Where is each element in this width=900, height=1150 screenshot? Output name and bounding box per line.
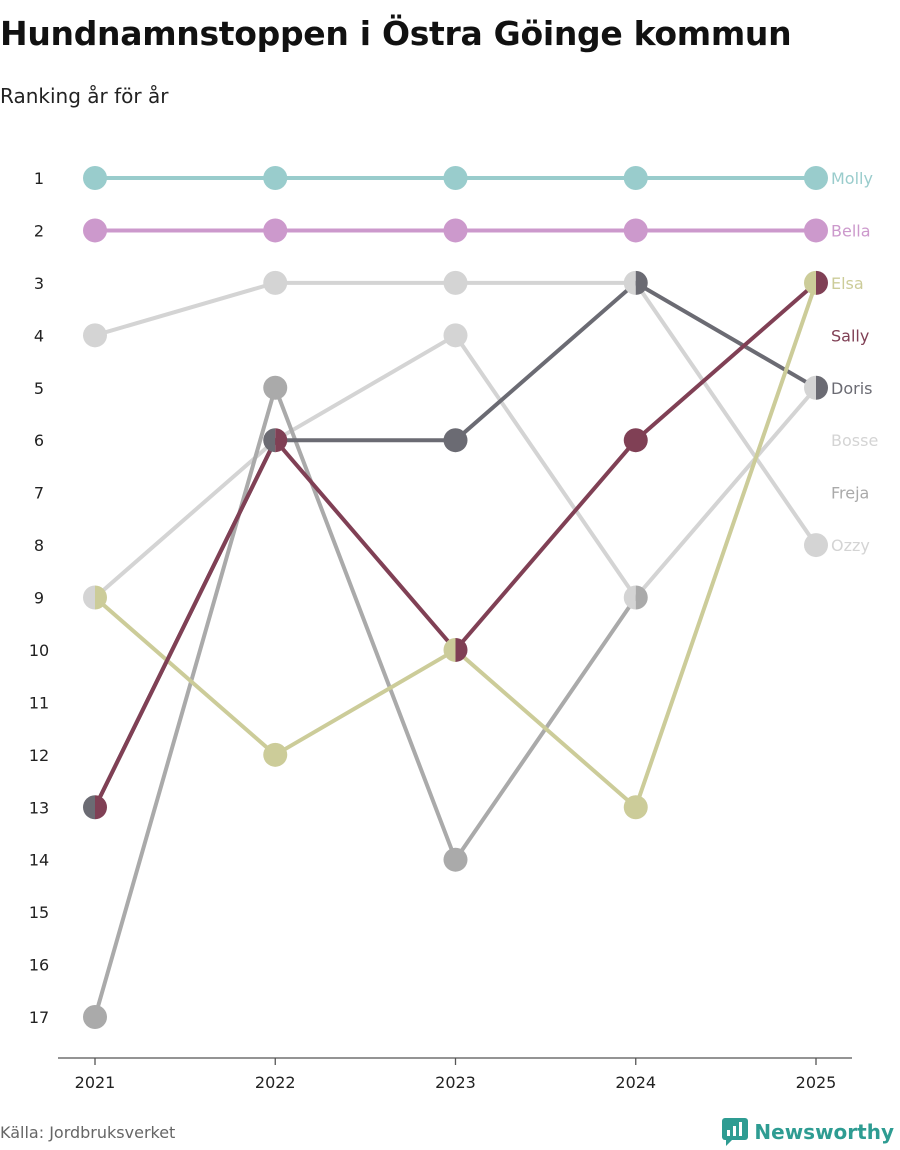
point-sally-2022	[275, 428, 288, 453]
point-ozzy-2022	[263, 270, 288, 295]
point-ozzy-2025	[804, 533, 828, 558]
x-tick-label-2022: 2022	[255, 1073, 296, 1092]
series-line-doris	[93, 280, 818, 810]
x-tick-label-2021: 2021	[75, 1073, 116, 1092]
y-tick-label-11: 11	[29, 693, 49, 712]
point-ozzy-2023	[443, 270, 468, 295]
y-tick-label-10: 10	[29, 641, 49, 660]
chart-subtitle: Ranking år för år	[0, 84, 169, 108]
point-freja-2021	[83, 1005, 107, 1029]
y-tick-label-1: 1	[34, 169, 44, 188]
newsworthy-logo-icon	[722, 1118, 749, 1146]
y-tick-label-7: 7	[34, 484, 44, 503]
y-tick-label-4: 4	[34, 326, 44, 345]
point-doris-2024	[635, 270, 648, 295]
point-bella-2023	[443, 218, 468, 243]
point-bella-2022	[263, 218, 288, 243]
point-ozzy-2024	[623, 270, 636, 295]
series-label-bosse: Bosse	[831, 431, 878, 450]
series-label-sally: Sally	[831, 326, 869, 345]
newsworthy-logo: Newsworthy	[722, 1118, 894, 1146]
point-molly-2022	[263, 166, 288, 190]
point-bella-2025	[804, 218, 828, 243]
series-line-sally	[93, 280, 818, 810]
point-bella-2024	[623, 218, 648, 243]
point-freja-2023	[443, 847, 468, 872]
point-bosse-2024	[623, 585, 636, 610]
point-elsa-2022	[263, 742, 288, 767]
series-points	[83, 166, 828, 1029]
point-molly-2021	[83, 166, 107, 190]
y-tick-label-13: 13	[29, 798, 49, 817]
series-label-molly: Molly	[831, 169, 873, 188]
series-label-ozzy: Ozzy	[831, 536, 870, 555]
newsworthy-logo-text: Newsworthy	[754, 1120, 894, 1144]
point-molly-2024	[623, 166, 648, 190]
y-tick-label-8: 8	[34, 536, 44, 555]
point-bosse-2023	[443, 323, 468, 348]
point-sally-2025	[816, 270, 828, 295]
series-label-freja: Freja	[831, 484, 869, 503]
point-molly-2025	[804, 166, 828, 190]
series-label-doris: Doris	[831, 379, 872, 398]
y-tick-label-6: 6	[34, 431, 44, 450]
point-sally-2023	[455, 637, 468, 662]
series-label-elsa: Elsa	[831, 274, 864, 293]
x-tick-label-2023: 2023	[435, 1073, 476, 1092]
x-tick-label-2024: 2024	[615, 1073, 656, 1092]
point-doris-2025	[816, 375, 828, 400]
point-freja-2022	[263, 375, 288, 400]
point-elsa-2021	[95, 585, 107, 610]
y-tick-label-16: 16	[29, 956, 49, 975]
y-tick-label-5: 5	[34, 379, 44, 398]
point-ozzy-2021	[83, 323, 107, 348]
point-elsa-2023	[443, 637, 456, 662]
point-doris-2021	[83, 795, 95, 820]
series-line-elsa	[93, 280, 818, 810]
point-bosse-2025	[804, 375, 816, 400]
point-bella-2021	[83, 218, 107, 243]
source-note: Källa: Jordbruksverket	[0, 1123, 176, 1142]
point-sally-2024	[623, 428, 648, 453]
y-tick-label-9: 9	[34, 589, 44, 608]
chart-title: Hundnamnstoppen i Östra Göinge kommun	[0, 14, 792, 53]
point-doris-2023	[443, 428, 468, 453]
point-sally-2021	[95, 795, 107, 820]
y-tick-label-15: 15	[29, 903, 49, 922]
y-tick-label-3: 3	[34, 274, 44, 293]
y-tick-label-2: 2	[34, 221, 44, 240]
point-doris-2022	[263, 428, 276, 453]
series-lines	[93, 176, 818, 1019]
point-elsa-2025	[804, 270, 816, 295]
y-tick-label-17: 17	[29, 1008, 49, 1027]
x-tick-label-2025: 2025	[796, 1073, 837, 1092]
y-tick-label-14: 14	[29, 851, 49, 870]
point-molly-2023	[443, 166, 468, 190]
point-bosse-2021	[83, 585, 95, 610]
point-freja-2024	[635, 585, 648, 610]
y-tick-label-12: 12	[29, 746, 49, 765]
series-label-bella: Bella	[831, 221, 871, 240]
point-elsa-2024	[623, 795, 648, 820]
